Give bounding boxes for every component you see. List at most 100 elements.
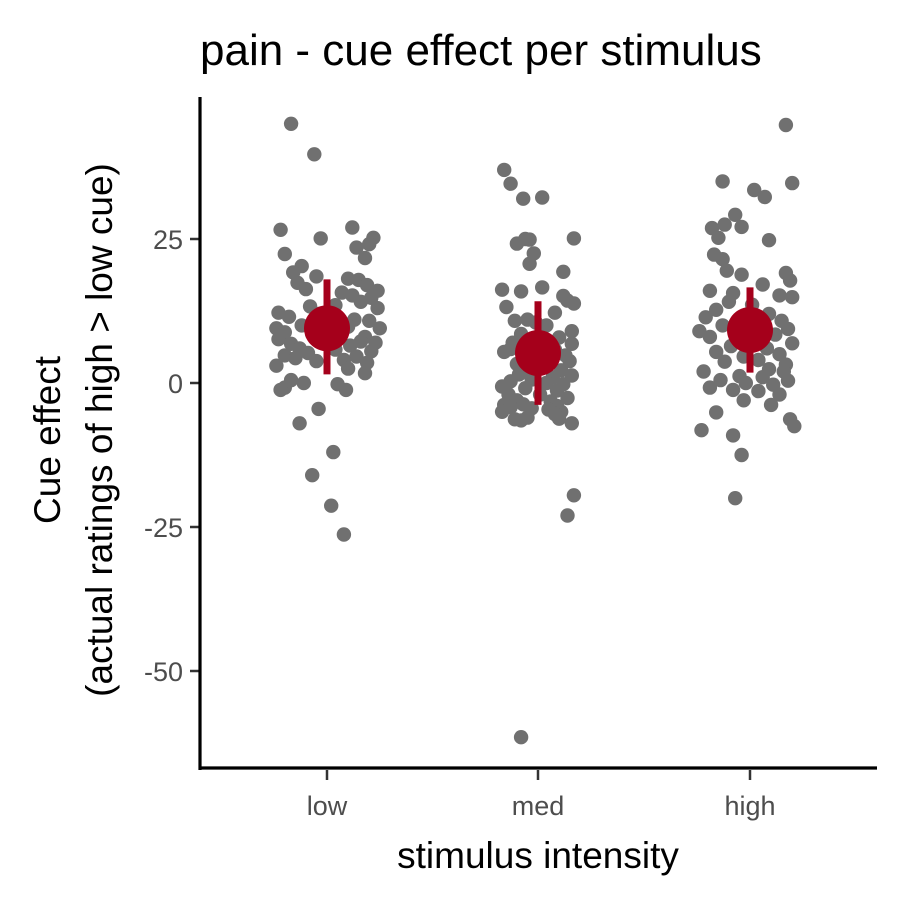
data-point: [734, 447, 749, 463]
y-axis-title-line-2: (actual ratings of high > low cue): [79, 163, 120, 697]
data-point: [494, 282, 510, 297]
data-point: [313, 231, 328, 246]
data-point: [702, 380, 718, 395]
x-axis-title: stimulus intensity: [397, 835, 679, 876]
data-point: [738, 375, 753, 391]
data-point: [787, 419, 802, 434]
data-point: [494, 404, 510, 419]
data-point: [326, 444, 341, 460]
data-point: [715, 318, 730, 333]
data-point: [539, 375, 554, 391]
data-point: [288, 351, 303, 366]
data-point: [309, 353, 324, 369]
data-point: [696, 364, 711, 379]
data-point: [564, 324, 579, 339]
data-point: [717, 217, 732, 232]
data-point: [364, 344, 379, 359]
data-point: [728, 207, 743, 222]
data-point: [715, 252, 730, 267]
data-point: [734, 267, 749, 282]
data-point: [717, 354, 732, 369]
y-axis-ticks: -50 -25 0 25: [144, 225, 200, 687]
data-point: [362, 313, 377, 328]
data-point: [507, 313, 522, 328]
data-point: [566, 296, 582, 311]
data-point: [309, 269, 324, 284]
data-point: [353, 294, 368, 309]
data-point: [357, 366, 373, 381]
data-point: [713, 372, 728, 388]
data-point: [539, 318, 554, 333]
data-point: [736, 393, 751, 408]
data-point: [562, 353, 577, 369]
data-point: [564, 336, 579, 351]
data-point: [785, 290, 800, 305]
data-point: [324, 498, 339, 513]
data-point: [271, 332, 286, 347]
data-point: [513, 413, 529, 428]
data-point: [535, 280, 550, 295]
data-point: [751, 383, 766, 399]
mean-point: [727, 307, 773, 354]
data-point: [343, 338, 358, 353]
data-point: [372, 321, 387, 336]
data-point: [751, 352, 766, 368]
data-point: [719, 263, 734, 278]
data-point: [692, 324, 707, 339]
data-point: [311, 401, 326, 417]
data-point: [345, 220, 360, 235]
data-point: [694, 423, 709, 438]
data-point: [780, 321, 796, 337]
data-point: [772, 347, 787, 362]
mean-point: [304, 305, 350, 352]
data-point: [566, 231, 582, 246]
data-point: [755, 370, 770, 385]
data-point: [349, 349, 364, 364]
data-point: [277, 246, 292, 262]
x-tick-label: low: [307, 791, 348, 821]
data-point: [725, 382, 741, 398]
data-point: [560, 508, 575, 523]
data-point: [763, 397, 779, 413]
x-tick-label: high: [724, 791, 775, 821]
data-point: [503, 341, 518, 357]
data-point: [357, 250, 373, 266]
data-point: [283, 116, 299, 131]
data-point: [721, 294, 737, 309]
data-point: [281, 309, 297, 324]
y-tick-label: 0: [168, 369, 183, 399]
data-point: [298, 281, 314, 297]
data-point: [547, 305, 563, 320]
data-point: [340, 361, 356, 376]
data-point: [336, 527, 352, 542]
chart-title: pain - cue effect per stimulus: [200, 26, 762, 75]
data-point: [709, 405, 724, 420]
y-axis-title: Cue effect (actual ratings of high > low…: [27, 163, 120, 697]
x-axis-ticks: low med high: [307, 770, 776, 821]
data-point: [273, 382, 288, 398]
data-point: [711, 230, 726, 245]
data-point: [782, 273, 798, 288]
data-point: [522, 256, 537, 271]
data-point: [518, 381, 533, 396]
data-point: [564, 416, 579, 431]
data-point: [715, 174, 730, 189]
data-point: [362, 237, 377, 252]
data-point: [273, 222, 288, 237]
data-point: [728, 491, 743, 506]
data-point: [785, 336, 800, 351]
data-point: [370, 300, 385, 316]
data-point: [780, 373, 796, 388]
data-point: [785, 175, 800, 191]
data-point: [509, 236, 525, 251]
data-point: [349, 240, 364, 255]
data-point: [359, 277, 375, 293]
x-tick-label: med: [512, 791, 565, 821]
data-point: [755, 277, 770, 292]
data-point: [269, 358, 284, 373]
data-point: [702, 283, 718, 298]
data-point: [499, 299, 514, 315]
data-point: [761, 233, 777, 248]
data-point: [513, 730, 529, 745]
